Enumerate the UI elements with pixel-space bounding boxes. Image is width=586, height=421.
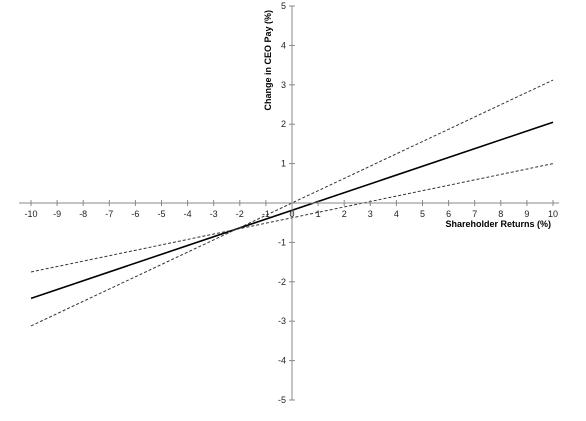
x-tick-label: 1 [316, 209, 321, 219]
y-tick-label: 3 [281, 80, 286, 90]
y-tick-label: 2 [281, 119, 286, 129]
x-tick-label: -1 [262, 209, 270, 219]
x-tick-label: 0 [289, 209, 294, 219]
x-tick-label: 6 [446, 209, 451, 219]
y-tick-label: -4 [278, 356, 286, 366]
x-tick-label: 7 [472, 209, 477, 219]
x-tick-label: -6 [131, 209, 139, 219]
y-tick-label: -3 [278, 316, 286, 326]
x-tick-label: 9 [524, 209, 529, 219]
x-tick-label: 8 [498, 209, 503, 219]
series-line-2 [30, 79, 554, 327]
y-axis-title: Change in CEO Pay (%) [263, 10, 273, 111]
x-tick-label: -10 [24, 209, 37, 219]
axes-layer [19, 6, 559, 400]
x-axis-title: Shareholder Returns (%) [445, 219, 551, 229]
x-tick-label: -9 [53, 209, 61, 219]
y-tick-label: 4 [281, 40, 286, 50]
x-tick-label: -5 [157, 209, 165, 219]
y-tick-label: -2 [278, 277, 286, 287]
y-tick-label: -1 [278, 237, 286, 247]
x-tick-label: 2 [342, 209, 347, 219]
x-tick-label: 4 [394, 209, 399, 219]
y-tick-label: 5 [281, 1, 286, 11]
x-tick-label: -2 [236, 209, 244, 219]
ticks-layer: -10 -9 -8 -7 -6 -5 -4 -3 -2 -1 0 1 2 3 4 5 6 7 8 9 10-5-4-3-… [24, 1, 558, 405]
x-tick-label: -8 [79, 209, 87, 219]
x-tick-label: -7 [105, 209, 113, 219]
x-tick-label: 5 [420, 209, 425, 219]
y-tick-label: -5 [278, 395, 286, 405]
x-tick-label: -4 [184, 209, 192, 219]
x-tick-label: 10 [548, 209, 558, 219]
y-tick-label: 1 [281, 159, 286, 169]
x-tick-label: 3 [368, 209, 373, 219]
x-tick-label: -3 [210, 209, 218, 219]
